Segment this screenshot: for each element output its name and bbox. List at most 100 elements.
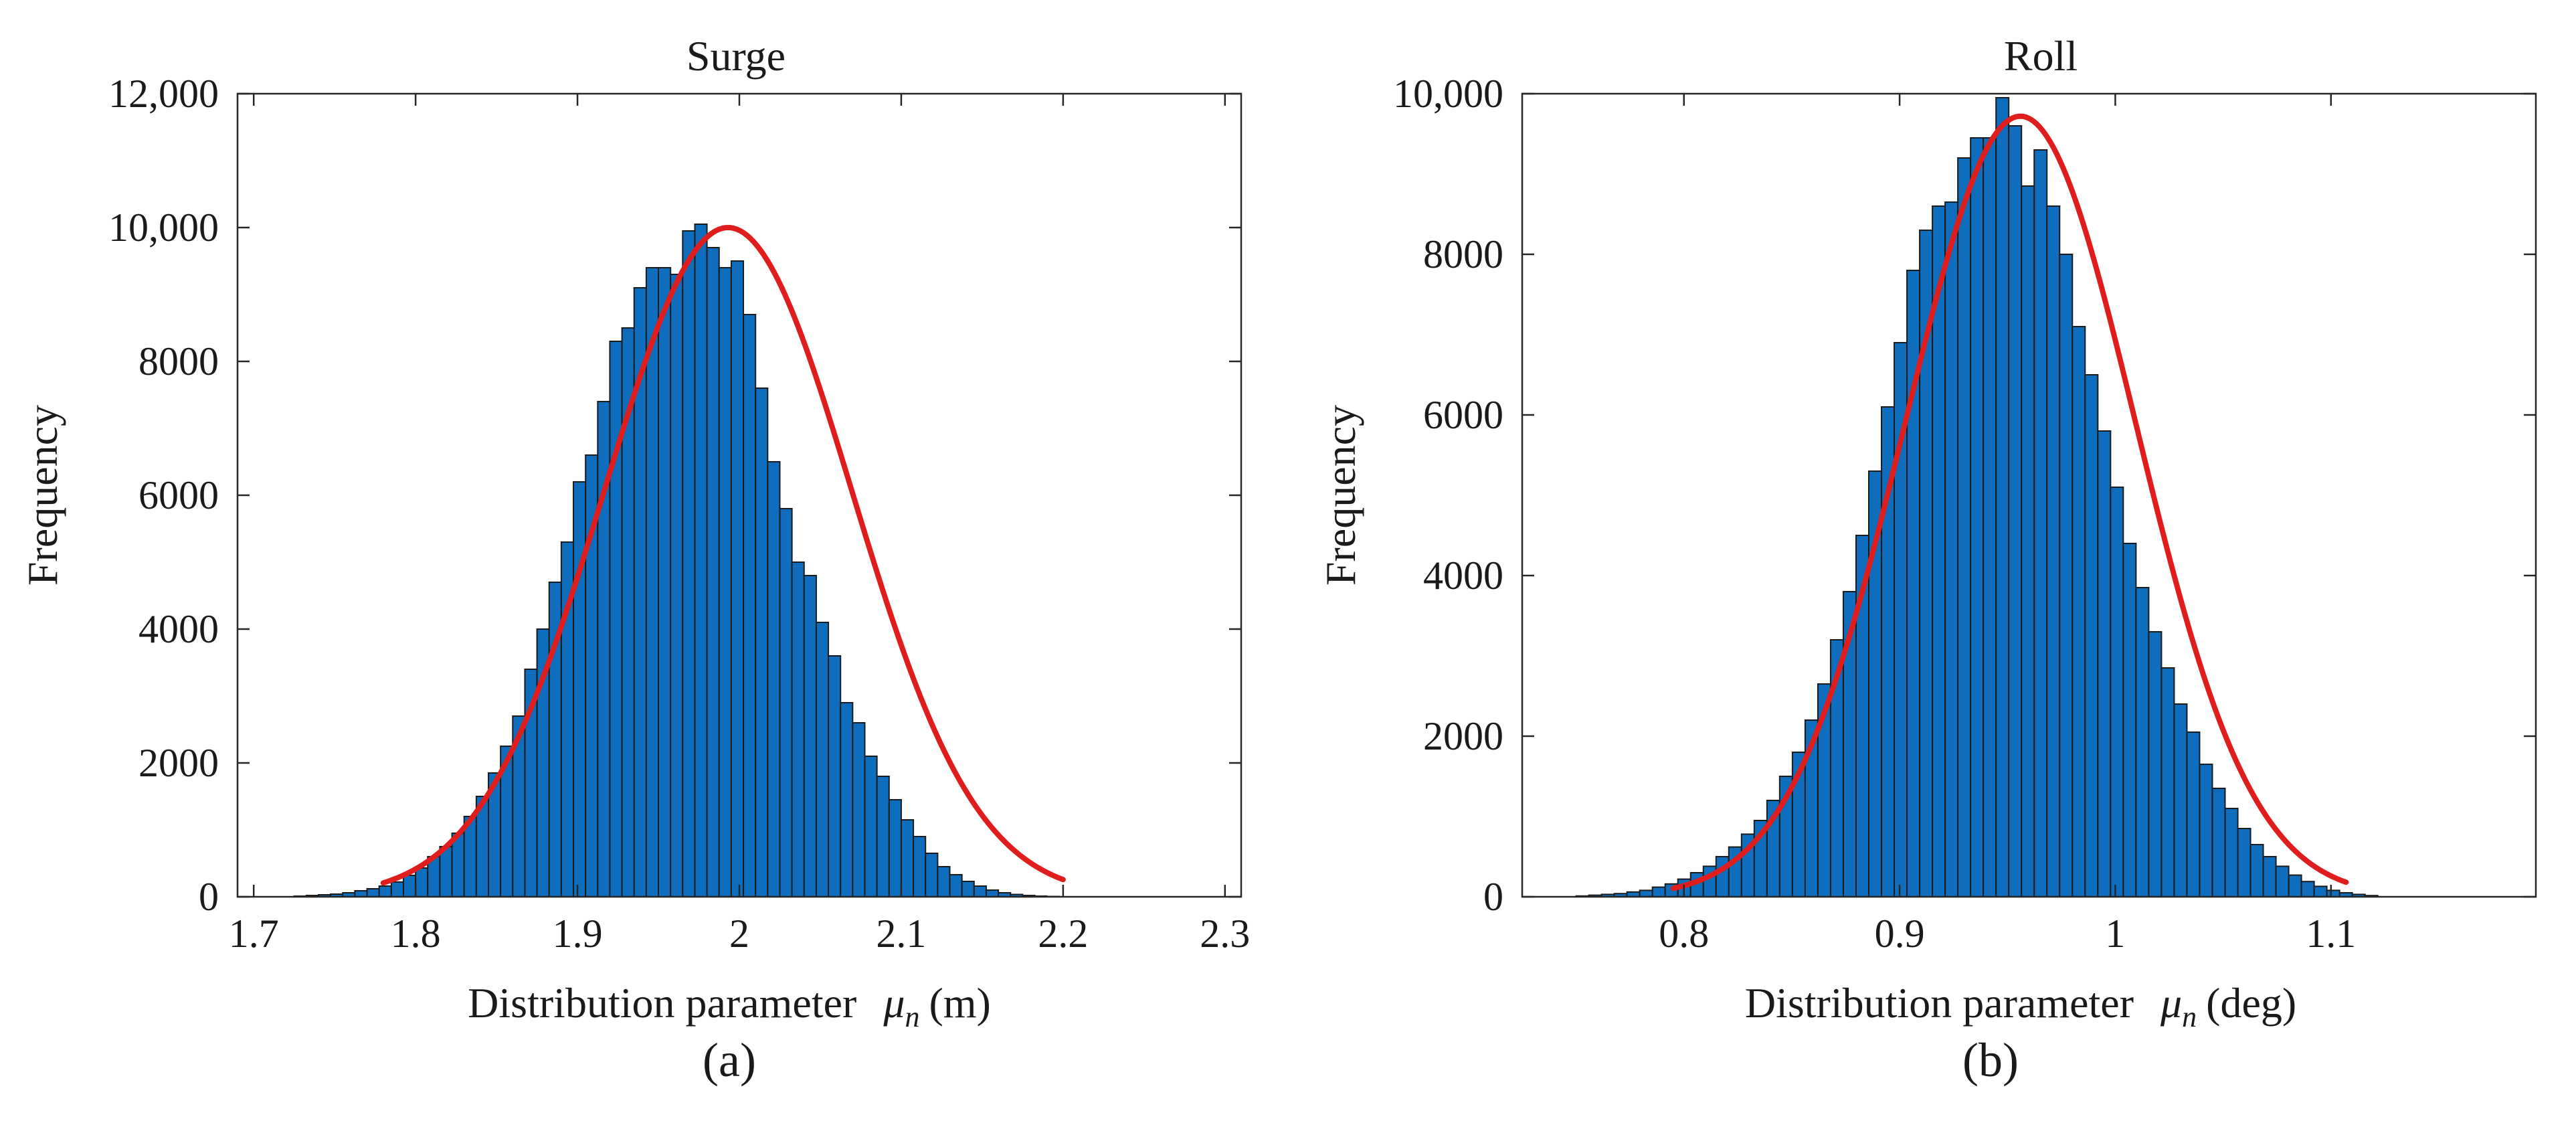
histogram-bar	[2300, 881, 2315, 897]
x-tick-label: 1.9	[553, 912, 603, 956]
histogram-bar	[925, 853, 939, 897]
chart-title: Surge	[686, 32, 786, 80]
x-axis-unit: (deg)	[2206, 979, 2296, 1027]
histogram-bar	[815, 622, 830, 897]
histogram-bar	[961, 881, 975, 897]
histogram-bar	[1983, 137, 1997, 897]
histogram-bar	[694, 224, 708, 897]
y-tick-label: 0	[199, 875, 219, 919]
x-axis-unit: (m)	[929, 979, 990, 1027]
y-tick-label: 6000	[139, 473, 219, 517]
histogram-bar	[2072, 326, 2086, 897]
histogram-bar	[645, 267, 660, 897]
histogram-bar	[2173, 703, 2188, 897]
histogram-bar	[1970, 137, 1985, 897]
x-axis-label-text: Distribution parameter	[1745, 979, 2134, 1027]
histogram-bar	[2262, 856, 2277, 897]
histogram-bar	[803, 575, 817, 897]
histogram-bar	[2288, 874, 2302, 897]
histogram-bar	[2008, 125, 2023, 897]
y-tick-label: 8000	[1423, 232, 1503, 276]
x-axis-label-text: Distribution parameter	[468, 979, 856, 1027]
histogram-bar	[2021, 185, 2035, 897]
histogram-bar	[2211, 788, 2226, 897]
histogram-bar	[779, 508, 793, 897]
histogram-bar	[402, 875, 417, 897]
y-axis-ticks: 0 2000 4000 6000 8000 10,000 12,000	[108, 72, 1241, 919]
x-tick-label: 1.8	[391, 912, 441, 956]
histogram-bar	[415, 867, 429, 897]
histogram-bar	[730, 260, 745, 897]
histogram-bar	[390, 881, 404, 897]
histogram-bar	[949, 874, 963, 897]
histogram-bar	[354, 890, 368, 897]
histogram-bar	[2275, 865, 2290, 898]
histogram-bar	[1651, 886, 1666, 897]
histogram-bar	[2084, 374, 2099, 897]
mu-subscript: n	[905, 1001, 919, 1033]
histogram-bar	[366, 888, 380, 897]
y-axis-label: Frequency	[19, 405, 66, 586]
histogram-bar	[1715, 856, 1730, 897]
y-axis-label: Frequency	[1317, 405, 1364, 586]
panel-label: (a)	[703, 1033, 756, 1087]
histogram-bar	[852, 722, 866, 897]
y-tick-label: 6000	[1423, 393, 1503, 437]
histogram-bar	[706, 247, 720, 897]
histogram-bar	[2033, 149, 2048, 897]
histogram-bar	[2097, 430, 2112, 897]
x-tick-label: 1	[2105, 912, 2125, 956]
histogram-bar	[1995, 97, 2010, 897]
y-tick-label: 8000	[139, 339, 219, 383]
normal-fit-curve	[380, 225, 1066, 886]
histogram-bar	[1639, 889, 1653, 898]
histogram-bar	[718, 267, 732, 897]
histogram-bar	[973, 885, 987, 897]
histogram-bar	[2122, 543, 2137, 897]
y-tick-label: 2000	[1423, 714, 1503, 758]
histogram-bar	[864, 756, 878, 897]
histogram-bar	[682, 230, 696, 897]
histogram-bar	[828, 655, 842, 897]
histogram-bar	[658, 267, 672, 897]
histogram-bar	[888, 799, 902, 897]
plot-frame	[1521, 92, 2537, 898]
histogram-bar	[2313, 885, 2328, 898]
histogram-bar	[1944, 201, 1959, 897]
y-tick-label: 2000	[139, 741, 219, 785]
x-axis-label: Distribution parameter μn (deg)	[1745, 979, 2296, 1033]
histogram-bars	[293, 224, 1060, 897]
histogram-bar	[2237, 828, 2251, 897]
mu-symbol: μ	[2160, 979, 2182, 1027]
x-axis-ticks: 1.7 1.8 1.9 2 2.1 2.2 2.3	[229, 94, 1250, 956]
chart-title: Roll	[2004, 32, 2078, 80]
histogram-bar	[2059, 254, 2074, 897]
histogram-bar	[439, 846, 453, 897]
histogram-bar	[840, 702, 854, 897]
histogram-bar	[791, 561, 805, 897]
histogram-bar	[755, 387, 769, 897]
x-tick-label: 0.8	[1659, 912, 1709, 956]
histogram-bars	[1575, 97, 2379, 898]
histogram-bar	[2135, 587, 2150, 897]
x-tick-label: 2	[729, 912, 749, 956]
histogram-bar	[670, 274, 684, 897]
y-tick-label: 4000	[139, 607, 219, 651]
x-tick-label: 2.3	[1200, 912, 1250, 956]
histogram-bar	[937, 866, 951, 897]
histogram-bar	[2199, 764, 2213, 897]
x-tick-label: 1.1	[2306, 912, 2356, 956]
histogram-bar	[876, 776, 890, 897]
x-tick-label: 2.1	[876, 912, 926, 956]
histogram-bar	[1957, 157, 1972, 897]
mu-symbol: μ	[883, 979, 905, 1027]
x-tick-label: 1.7	[229, 912, 279, 956]
y-axis-ticks: 0 2000 4000 6000 8000 10,000	[1393, 72, 2536, 919]
histogram-bar	[2249, 844, 2264, 897]
histogram-bar	[2186, 731, 2201, 897]
histogram-bar	[2148, 631, 2163, 897]
